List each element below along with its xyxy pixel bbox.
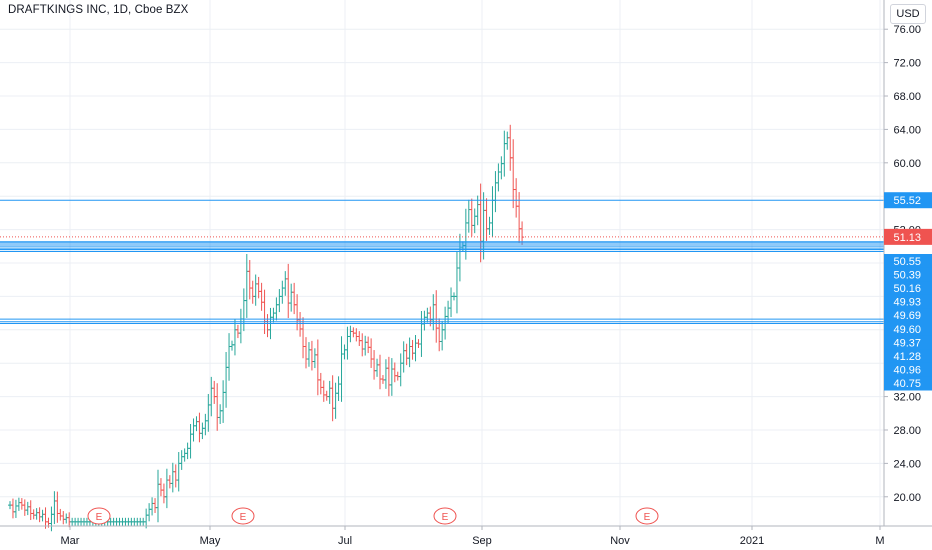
earnings-marker-label: E [240, 512, 247, 523]
price-tick-label: 20.00 [893, 492, 921, 504]
earnings-marker[interactable] [635, 507, 659, 525]
level-price-tag [884, 267, 932, 282]
level-price-label: 49.93 [893, 297, 921, 309]
level-price-label: 50.16 [893, 283, 921, 295]
chart-title: DRAFTKINGS INC, 1D, Cboe BZX [8, 4, 189, 16]
price-tick-label: 64.00 [893, 124, 921, 136]
price-tick-label: 24.00 [893, 458, 921, 470]
level-price-label: 49.60 [893, 324, 921, 336]
time-tick-label: Nov [610, 535, 630, 547]
time-tick-label: May [200, 535, 221, 547]
level-price-tag [884, 335, 932, 350]
level-price-label: 50.39 [893, 269, 921, 281]
last-price-tag [884, 228, 932, 245]
level-price-label: 40.96 [893, 365, 921, 377]
time-tick-label: Sep [472, 535, 492, 547]
level-price-label: 50.55 [893, 256, 921, 268]
level-price-label: 41.28 [893, 351, 921, 363]
level-price-label: 49.69 [893, 310, 921, 322]
earnings-marker-label: E [644, 512, 651, 523]
level-price-tag [884, 281, 932, 296]
price-tick-label: 60.00 [893, 158, 921, 170]
level-price-tag [884, 362, 932, 377]
level-price-tag [884, 322, 932, 337]
time-tick-label: M [875, 535, 884, 547]
price-tick-label: 28.00 [893, 425, 921, 437]
price-tick-label: 72.00 [893, 58, 921, 70]
price-tick-label: 76.00 [893, 24, 921, 36]
currency-button[interactable]: USD [890, 4, 926, 24]
earnings-marker[interactable] [87, 507, 111, 525]
earnings-marker[interactable] [231, 507, 255, 525]
last-price-label: 51.13 [893, 232, 921, 244]
price-tick-label: 32.00 [893, 392, 921, 404]
time-tick-label: Mar [61, 535, 80, 547]
earnings-marker-label: E [96, 512, 103, 523]
level-price-tag [884, 294, 932, 309]
level-price-label: 55.52 [893, 195, 921, 207]
level-price-tag [884, 254, 932, 269]
earnings-marker[interactable] [433, 507, 457, 525]
level-price-tag [884, 376, 932, 391]
time-tick-label: 2021 [740, 535, 764, 547]
level-price-label: 49.37 [893, 337, 921, 349]
time-tick-label: Jul [338, 535, 352, 547]
level-price-label: 40.75 [893, 378, 921, 390]
level-price-tag [884, 308, 932, 323]
price-tick-label: 68.00 [893, 91, 921, 103]
earnings-marker-label: E [442, 512, 449, 523]
level-price-tag [884, 349, 932, 364]
level-price-tag [884, 192, 932, 209]
